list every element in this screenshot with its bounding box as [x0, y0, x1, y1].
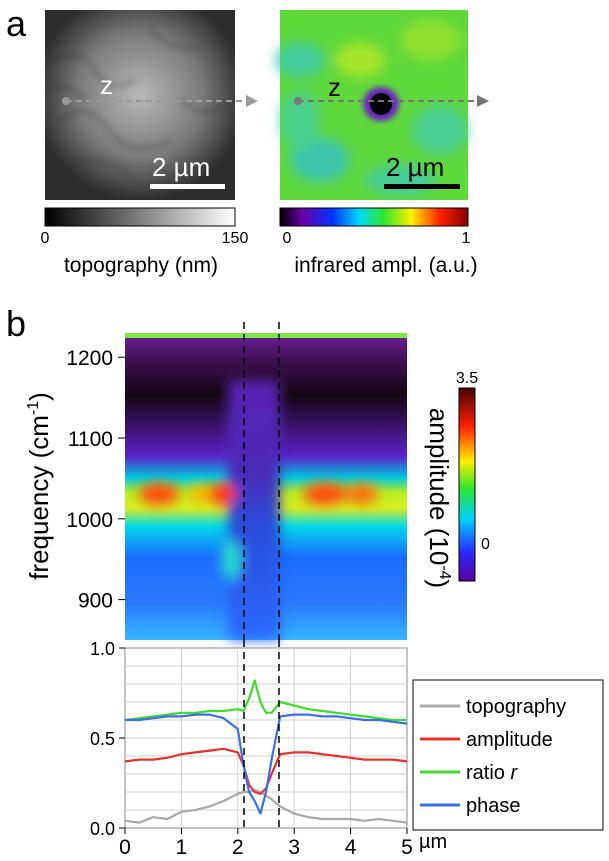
- x-tick-label: 2: [232, 836, 244, 859]
- topo-colorbar-label: topography (nm): [64, 254, 218, 277]
- amplitude-colorbar-max: 3.5: [456, 370, 478, 387]
- heatmap-y-tick-label: 900: [78, 590, 113, 613]
- legend: topography amplitude ratio r phase: [412, 679, 604, 831]
- topo-scan-start: [62, 97, 70, 105]
- x-tick-label: 3: [288, 836, 300, 859]
- ir-scan-start: [294, 97, 302, 105]
- ir-scalebar: [384, 184, 460, 189]
- legend-label-phase: phase: [466, 795, 521, 817]
- amplitude-colorbar-zero: 0: [481, 536, 490, 553]
- legend-label-amplitude: amplitude: [466, 729, 553, 751]
- topo-colorbar: [44, 207, 236, 227]
- ir-colorbar-label: infrared ampl. (a.u.): [294, 254, 477, 277]
- series-line-phase: [125, 713, 408, 815]
- ir-colorbar-max: 1: [462, 230, 471, 247]
- heatmap: [125, 333, 407, 640]
- series-line-ratio-r: [124, 679, 407, 722]
- line-chart-axes: 0 1 2 3 4 5 0.0 0.5 1.0: [90, 639, 413, 859]
- topo-colorbar-max: 150: [222, 230, 249, 247]
- legend-label-topography: topography: [466, 696, 566, 718]
- heatmap-y-tick-label: 1100: [68, 428, 113, 451]
- x-tick-label: 0: [119, 836, 131, 859]
- legend-label-ratio-r: ratio r: [466, 762, 518, 784]
- heatmap-y-tick-label: 1200: [66, 347, 113, 370]
- ir-scalebar-label: 2 µm: [386, 152, 444, 182]
- topo-scalebar: [150, 184, 225, 189]
- ir-colorbar: [279, 207, 469, 227]
- panel-a-label: a: [6, 3, 27, 44]
- topo-scan-arrowhead: [246, 95, 258, 107]
- heatmap-y-tick-label: 1000: [66, 509, 113, 532]
- line-chart-series: [124, 679, 408, 824]
- topo-colorbar-min: 0: [41, 230, 50, 247]
- ir-scan-arrowhead: [477, 95, 489, 107]
- topography-image: z 2 µm: [45, 10, 258, 200]
- panel-b-label: b: [6, 303, 26, 344]
- topo-scalebar-label: 2 µm: [152, 152, 210, 182]
- y-tick-label: 1.0: [90, 639, 115, 659]
- series-line-amplitude: [124, 747, 408, 795]
- heatmap-y-label: frequency (cm-1): [24, 392, 54, 580]
- topo-scan-label: z: [100, 70, 113, 100]
- y-tick-label: 0.5: [90, 729, 115, 749]
- amplitude-colorbar-label: amplitude (10-4): [424, 408, 454, 588]
- line-chart-grid: [125, 648, 407, 828]
- infrared-image: z 2 µm: [275, 10, 489, 200]
- ir-colorbar-min: 0: [283, 230, 292, 247]
- y-tick-label: 0.0: [90, 819, 115, 839]
- amplitude-colorbar: [458, 387, 476, 582]
- x-tick-label: 5: [401, 836, 413, 859]
- series-line-topography: [124, 789, 408, 824]
- x-tick-label: 4: [345, 836, 357, 859]
- x-axis-unit: µm: [419, 831, 447, 853]
- ir-scan-label: z: [328, 72, 341, 102]
- x-tick-label: 1: [176, 836, 188, 859]
- heatmap-y-axis: 900 1000 1100 1200: [66, 347, 125, 613]
